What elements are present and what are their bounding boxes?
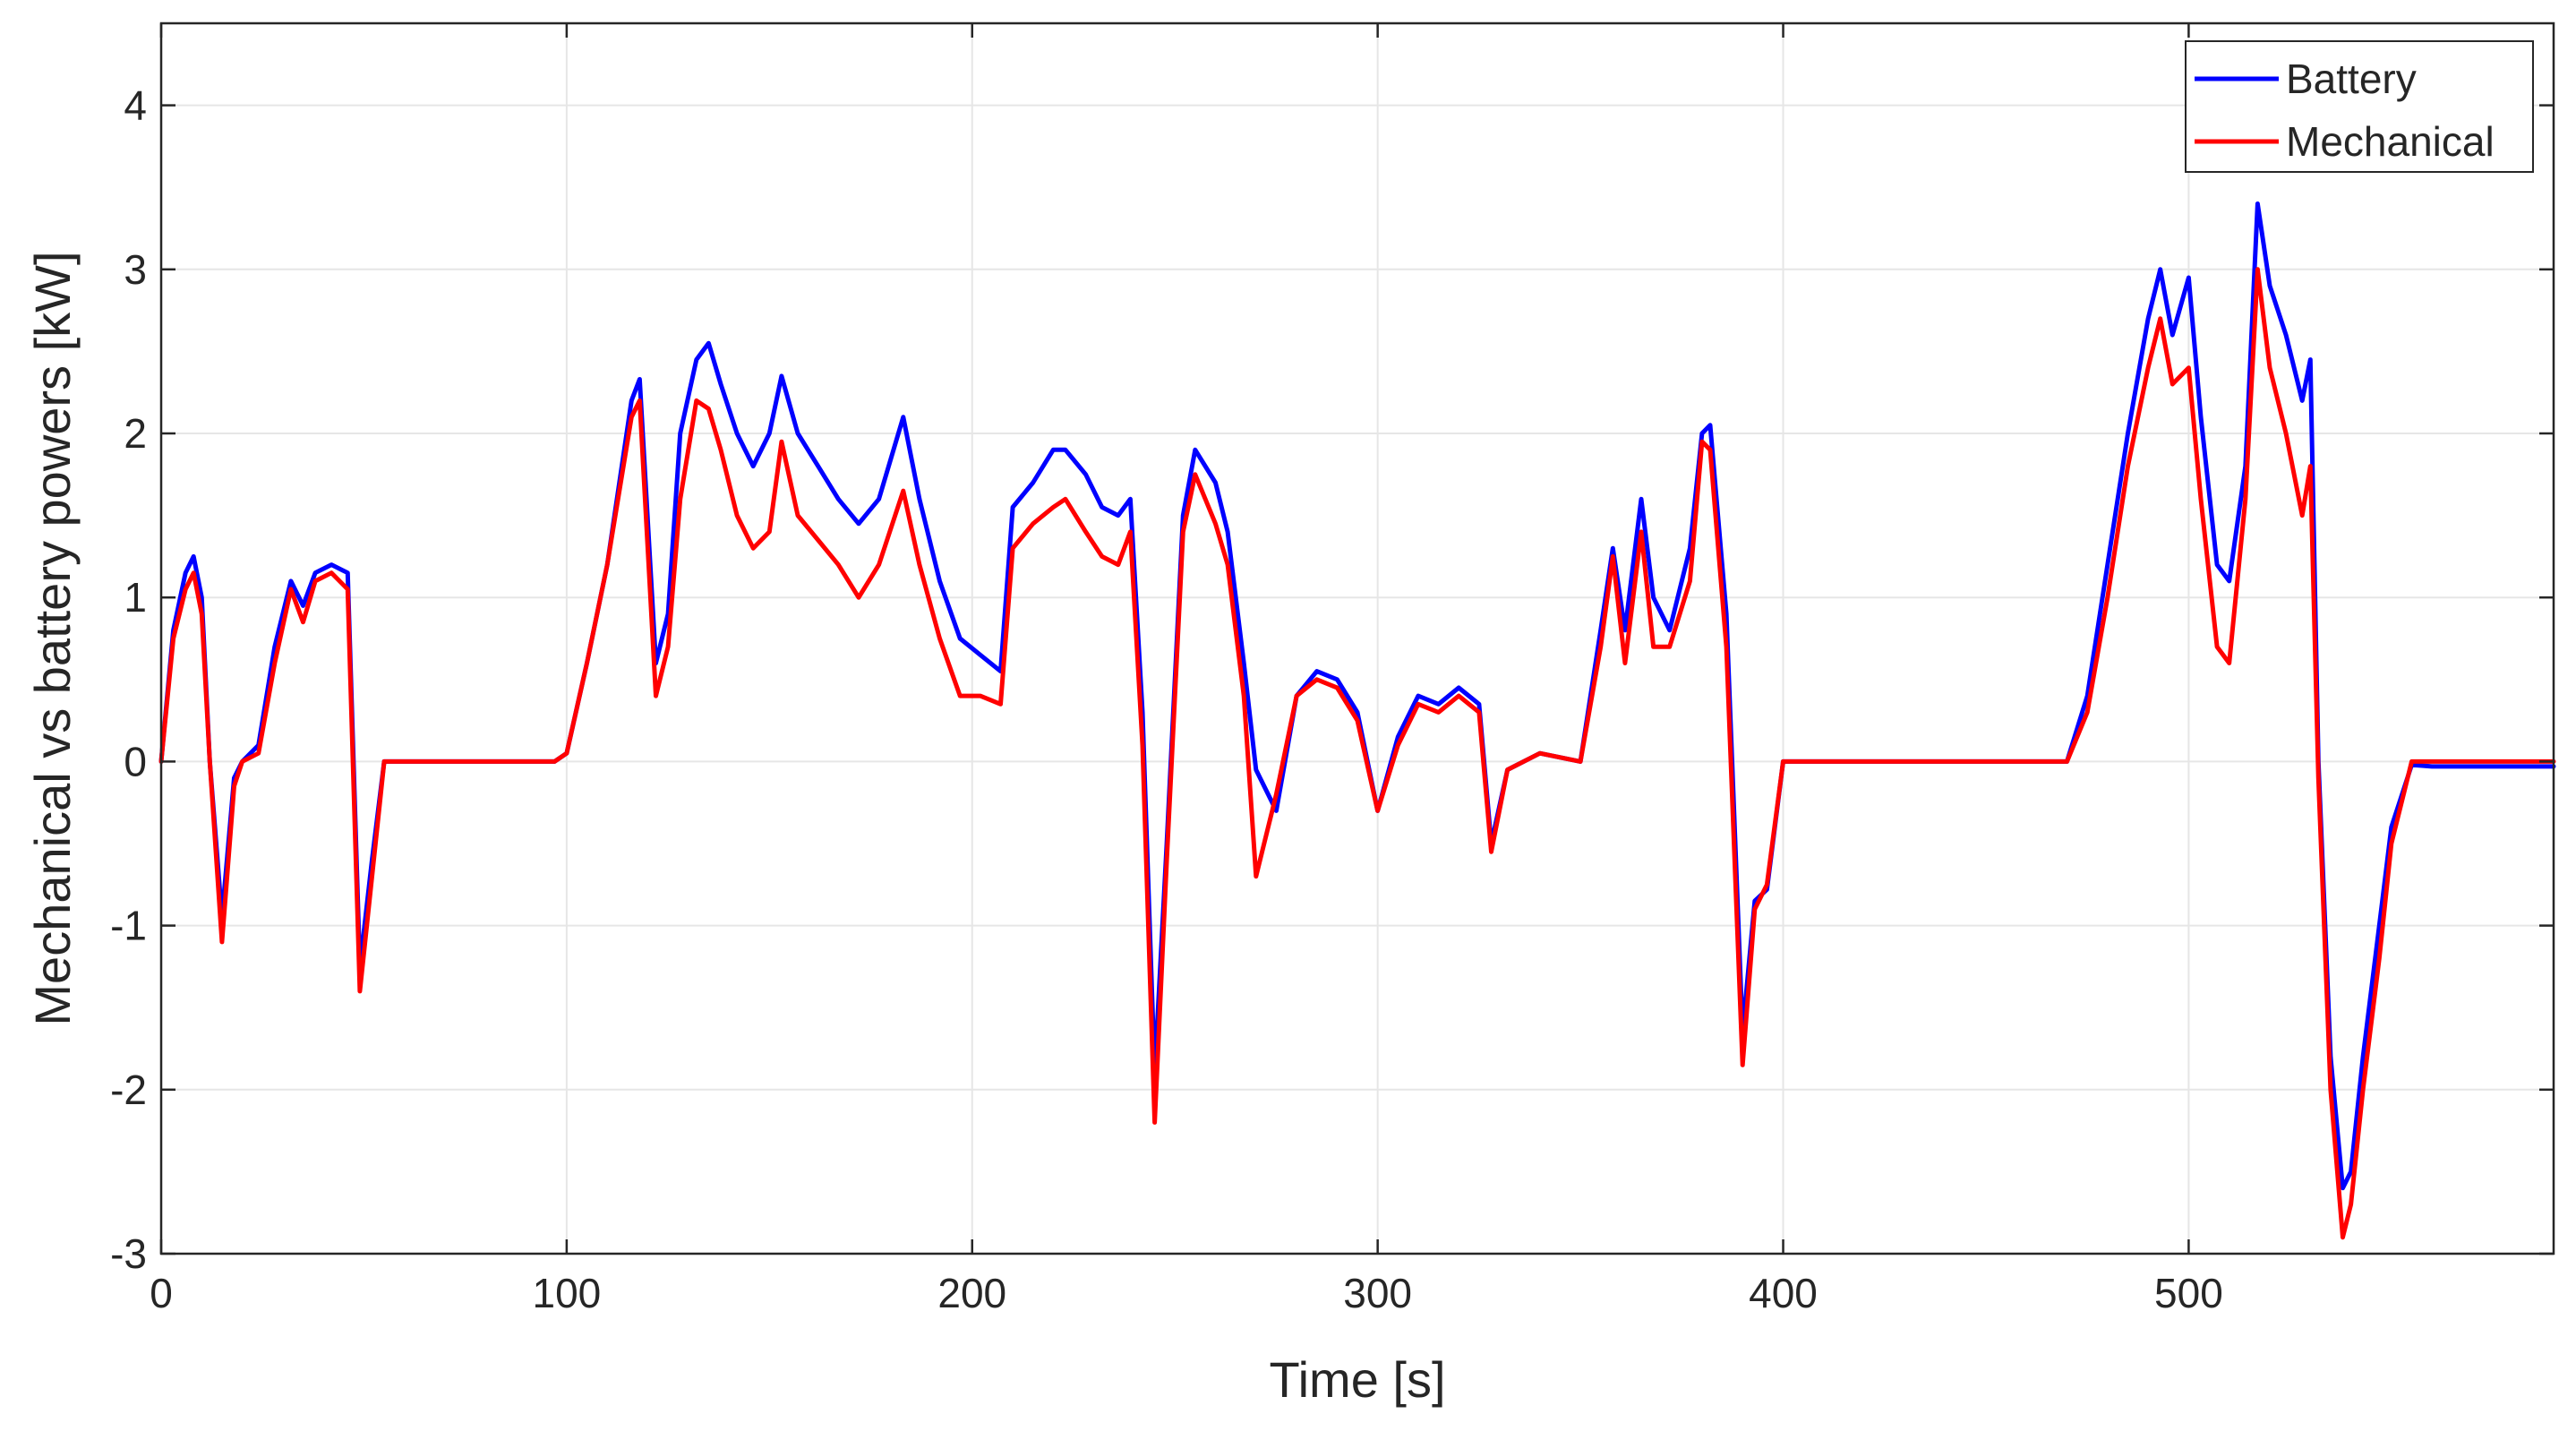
x-axis-label: Time [s]: [1269, 1351, 1445, 1408]
legend-box: [2185, 40, 2534, 173]
x-tick-label: 200: [937, 1270, 1006, 1316]
x-tick-label: 0: [150, 1270, 173, 1316]
y-tick-label: 2: [124, 410, 147, 457]
plot-frame: [159, 21, 2555, 1255]
x-tick-label: 100: [533, 1270, 602, 1316]
legend-label-mechanical: Mechanical: [2286, 118, 2495, 165]
grid-horizontal: [161, 104, 2554, 1255]
y-tick-label: 0: [124, 738, 147, 784]
series-layer: [158, 201, 2556, 1240]
series-line-mechanical: [158, 267, 2556, 1240]
y-tick-label: -2: [110, 1067, 147, 1113]
y-tick-label: -1: [110, 903, 147, 949]
y-tick-label: -3: [110, 1230, 147, 1277]
legend-label-battery: Battery: [2286, 56, 2417, 102]
x-tick-label: 400: [1749, 1270, 1818, 1316]
x-tick-label: 300: [1343, 1270, 1412, 1316]
y-axis-ticks: -3 -2 -1 0 1 2 3 4: [110, 82, 2554, 1277]
y-tick-label: 4: [124, 82, 147, 129]
y-tick-label: 1: [124, 574, 147, 621]
y-axis-label: Mechanical vs battery powers [kW]: [24, 251, 81, 1025]
x-tick-label: 500: [2154, 1270, 2223, 1316]
legend: Battery Mechanical: [2185, 40, 2534, 173]
plot-background: [161, 23, 2554, 1254]
y-tick-label: 3: [124, 246, 147, 293]
x-axis-ticks: 0 100 200 300 400 500: [150, 23, 2223, 1316]
